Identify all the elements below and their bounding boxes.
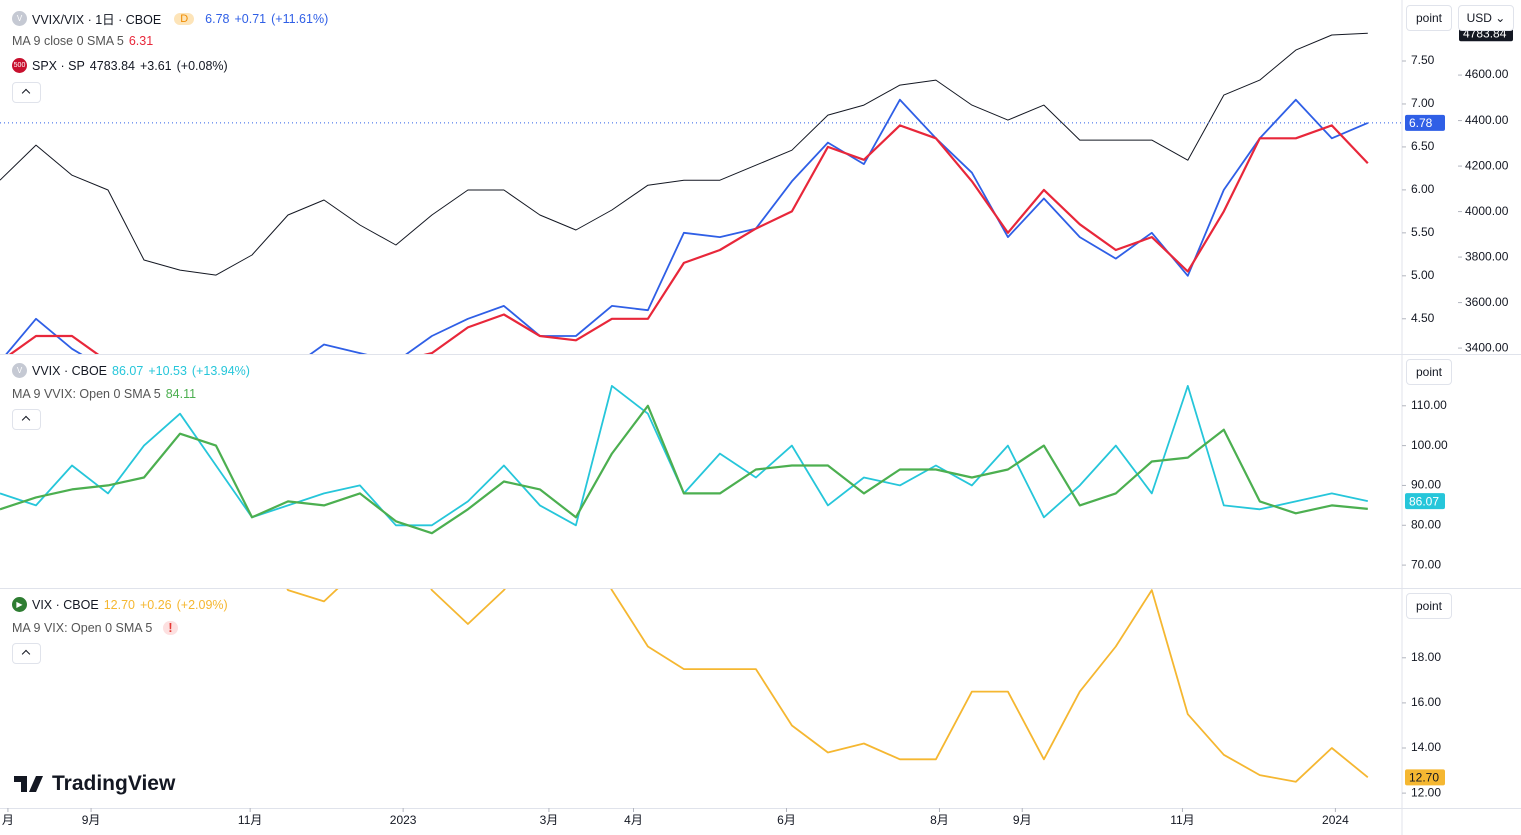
y-tick-label: 6.00 xyxy=(1411,182,1435,196)
x-tick-label: 8月 xyxy=(930,813,949,827)
brand: TradingView xyxy=(14,772,175,796)
change-pct: (+2.09%) xyxy=(176,597,228,612)
legend-vvix-ma: MA 9 VVIX: Open 0 SMA 5 84.11 xyxy=(12,387,196,401)
change: +0.71 xyxy=(234,11,267,26)
price: 86.07 xyxy=(112,363,144,378)
last-price-badge xyxy=(1405,493,1445,510)
change: +10.53 xyxy=(148,363,187,378)
symbol-title[interactable]: VVIX/VIX · 1日 · CBOE xyxy=(32,13,162,27)
collapse-button[interactable] xyxy=(12,82,41,103)
y-tick-label: 80.00 xyxy=(1411,517,1441,531)
brand-name: TradingView xyxy=(52,772,176,795)
scale-button[interactable]: point xyxy=(1406,5,1452,31)
y-tick-label: 5.00 xyxy=(1411,268,1435,282)
y-tick-label: 7.00 xyxy=(1411,96,1435,110)
change: +0.26 xyxy=(139,597,172,612)
x-tick-label: 3月 xyxy=(540,813,559,827)
interval-badge[interactable]: D xyxy=(174,12,195,25)
symbol-icon: ▶ xyxy=(12,597,27,612)
x-tick-label: 2024 xyxy=(1322,813,1349,827)
y-tick-label: 14.00 xyxy=(1411,740,1441,754)
y2-tick-label: 3800.00 xyxy=(1465,249,1509,263)
compare-change: +3.61 xyxy=(139,58,172,73)
compare-icon: 500 xyxy=(12,58,27,73)
y2-tick-label: 4000.00 xyxy=(1465,204,1509,218)
scale-button[interactable]: point xyxy=(1406,593,1452,619)
plot-area xyxy=(286,589,1369,783)
y-tick-label: 12.00 xyxy=(1411,785,1441,799)
x-tick-label: 9月 xyxy=(1013,813,1032,827)
brand-logo xyxy=(14,776,43,792)
y-tick-label: 5.50 xyxy=(1411,225,1435,239)
y-tick-label: 100.00 xyxy=(1411,438,1448,452)
x-tick-label: 4月 xyxy=(624,813,643,827)
ma-price: 6.31 xyxy=(128,34,154,48)
last-price-label: 6.78 xyxy=(1409,116,1433,130)
x-tick-label: 月 xyxy=(2,813,14,827)
y2-tick-label: 4200.00 xyxy=(1465,158,1509,172)
ma-title[interactable]: MA 9 close 0 SMA 5 xyxy=(12,34,124,48)
x-tick-label: 11月 xyxy=(1170,813,1194,827)
series-line xyxy=(8,124,1369,354)
x-tick-label: 2023 xyxy=(390,813,417,827)
ma-price: 84.11 xyxy=(165,387,197,401)
series-line xyxy=(5,98,1369,354)
legend-main: V VVIX/VIX · 1日 · CBOE D 6.78 +0.71 (+11… xyxy=(12,9,328,28)
y-tick-label: 16.00 xyxy=(1411,695,1441,709)
y-tick-label: 7.50 xyxy=(1411,53,1435,67)
price: 6.78 xyxy=(205,11,230,26)
symbol-icon: V xyxy=(12,363,27,378)
y2-tick-label: 4400.00 xyxy=(1465,113,1509,127)
y-tick-label: 18.00 xyxy=(1411,650,1441,664)
y-tick-label: 4.50 xyxy=(1411,311,1435,325)
ma-title[interactable]: MA 9 VIX: Open 0 SMA 5 xyxy=(12,621,153,635)
y2-tick-label: 4600.00 xyxy=(1465,67,1509,81)
collapse-button[interactable] xyxy=(12,409,41,430)
symbol-title[interactable]: VVIX · CBOE xyxy=(32,363,108,378)
collapse-button[interactable] xyxy=(12,643,41,664)
last-price-badge xyxy=(1405,769,1445,786)
change-pct: (+13.94%) xyxy=(191,363,250,378)
legend-compare: 500 SPX · SP 4783.84 +3.61 (+0.08%) xyxy=(12,58,228,73)
legend-vix-ma: MA 9 VIX: Open 0 SMA 5 ! xyxy=(12,621,178,635)
series-line xyxy=(0,385,1368,527)
plot-area xyxy=(0,32,1369,354)
series-line xyxy=(286,589,1369,783)
y2-tick-label: 3600.00 xyxy=(1465,295,1509,309)
last-price-label: 12.70 xyxy=(1409,770,1439,784)
legend-vix: ▶ VIX · CBOE 12.70 +0.26 (+2.09%) xyxy=(12,597,228,612)
warning-badge[interactable]: ! xyxy=(163,621,178,635)
x-tick-label: 9月 xyxy=(82,813,101,827)
x-tick-label: 6月 xyxy=(777,813,796,827)
change-pct: (+11.61%) xyxy=(271,11,329,26)
symbol-icon: V xyxy=(12,11,27,26)
legend-vvix: V VVIX · CBOE 86.07 +10.53 (+13.94%) xyxy=(12,363,250,378)
y-tick-label: 70.00 xyxy=(1411,557,1441,571)
y-tick-label: 90.00 xyxy=(1411,478,1441,492)
ma-title[interactable]: MA 9 VVIX: Open 0 SMA 5 xyxy=(12,387,161,401)
currency-button[interactable]: USD ⌄ xyxy=(1458,5,1514,31)
x-tick-label: 11月 xyxy=(238,813,262,827)
y-tick-label: 110.00 xyxy=(1411,398,1447,412)
legend-ma: MA 9 close 0 SMA 5 6.31 xyxy=(12,34,153,48)
series-line xyxy=(0,32,1368,276)
plot-area xyxy=(0,385,1368,535)
compare-title[interactable]: SPX · SP xyxy=(32,58,85,73)
last-price-badge xyxy=(1405,114,1445,131)
currency: USD xyxy=(1466,11,1492,25)
series-line xyxy=(0,404,1368,535)
last-price-label: 86.07 xyxy=(1409,494,1439,508)
symbol-title[interactable]: VIX · CBOE xyxy=(32,597,99,612)
price: 12.70 xyxy=(103,597,135,612)
compare-price: 4783.84 xyxy=(89,58,135,73)
scale-button[interactable]: point xyxy=(1406,359,1452,385)
compare-change-pct: (+0.08%) xyxy=(176,58,228,73)
y-tick-label: 6.50 xyxy=(1411,139,1435,153)
y2-tick-label: 3400.00 xyxy=(1465,340,1509,354)
